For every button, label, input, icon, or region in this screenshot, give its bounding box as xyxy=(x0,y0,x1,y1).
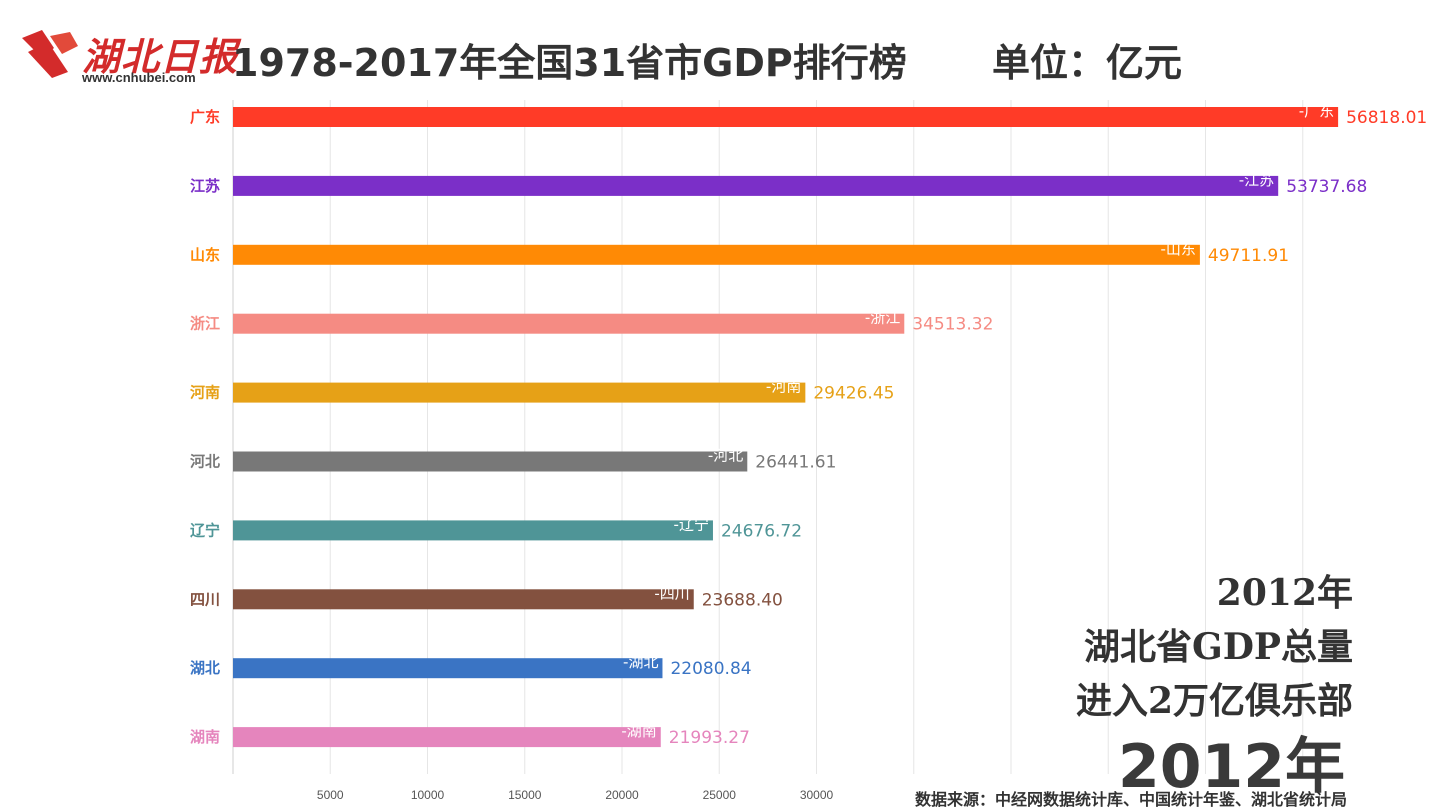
bar xyxy=(233,589,694,610)
value-label: 23688.40 xyxy=(702,590,783,610)
category-label: 广东 xyxy=(190,108,220,126)
bar-inner-label: -浙江 xyxy=(865,309,900,327)
category-label: 辽宁 xyxy=(190,521,220,539)
category-label: 江苏 xyxy=(190,177,220,195)
caption-line-3: 进入2万亿俱乐部 xyxy=(1075,680,1353,722)
x-tick-label: 30000 xyxy=(800,788,834,802)
annotation-caption: 2012年 湖北省GDP总量 进入2万亿俱乐部 xyxy=(1076,566,1353,728)
chart-ticks: 5000 10000 15000 20000 25000 30000 xyxy=(317,788,834,802)
category-label: 湖南 xyxy=(190,728,220,746)
value-label: 49711.91 xyxy=(1208,246,1289,266)
data-source: 数据来源：中经网数据统计库、中国统计年鉴、湖北省统计局 xyxy=(914,790,1347,809)
year-display: 2012年 xyxy=(1118,732,1345,802)
bar xyxy=(233,107,1339,127)
value-label: 56818.01 xyxy=(1346,108,1427,128)
bar xyxy=(233,727,661,748)
value-label: 34513.32 xyxy=(912,315,993,335)
caption-line-2: 湖北省GDP总量 xyxy=(1083,626,1353,668)
category-label: 河北 xyxy=(190,453,220,471)
value-label: 29426.45 xyxy=(813,384,894,404)
x-tick-label: 5000 xyxy=(317,788,344,802)
bar xyxy=(233,382,806,403)
category-label: 浙江 xyxy=(190,315,220,333)
bar xyxy=(233,175,1279,196)
caption-line-1: 2012年 xyxy=(1216,572,1353,614)
x-tick-label: 15000 xyxy=(508,788,542,802)
bar-inner-label: -河北 xyxy=(708,447,743,465)
bar-inner-label: -湖南 xyxy=(621,722,656,740)
x-tick-label: 20000 xyxy=(605,788,639,802)
value-label: 22080.84 xyxy=(670,659,751,679)
bar-inner-label: -广东 xyxy=(1299,102,1334,120)
bar xyxy=(233,658,663,679)
logo: 湖北日报 www.cnhubei.com xyxy=(20,22,237,86)
x-tick-label: 25000 xyxy=(703,788,737,802)
value-label: 53737.68 xyxy=(1286,177,1367,197)
bar-inner-label: -江苏 xyxy=(1239,171,1274,189)
value-label: 24676.72 xyxy=(721,521,802,541)
logo-brand: 湖北日报 xyxy=(82,34,239,79)
bar xyxy=(233,244,1200,265)
logo-url: www.cnhubei.com xyxy=(82,70,196,85)
bar-inner-label: -湖北 xyxy=(623,653,658,671)
logo-mark-icon xyxy=(22,30,78,78)
x-tick-label: 10000 xyxy=(411,788,445,802)
category-label: 四川 xyxy=(190,590,220,608)
bar-inner-label: -山东 xyxy=(1160,240,1195,258)
bar xyxy=(233,313,905,334)
bar xyxy=(233,451,748,472)
bar-inner-label: -四川 xyxy=(654,584,689,602)
category-label: 山东 xyxy=(190,246,220,264)
bar-inner-label: -辽宁 xyxy=(674,515,709,533)
bar xyxy=(233,520,713,541)
chart-bars: 广东 -广东 56818.01 江苏 -江苏 53737.68 山东 -山东 49711.91 浙… xyxy=(190,102,1427,748)
category-label: 湖北 xyxy=(190,659,220,677)
category-label: 河南 xyxy=(190,384,220,402)
value-label: 21993.27 xyxy=(669,728,750,748)
page-title: 1978-2017年全国31省市GDP排行榜 xyxy=(232,41,907,85)
value-label: 26441.61 xyxy=(755,453,836,473)
bar-inner-label: -河南 xyxy=(766,378,801,396)
unit-label: 单位：亿元 xyxy=(992,41,1183,85)
